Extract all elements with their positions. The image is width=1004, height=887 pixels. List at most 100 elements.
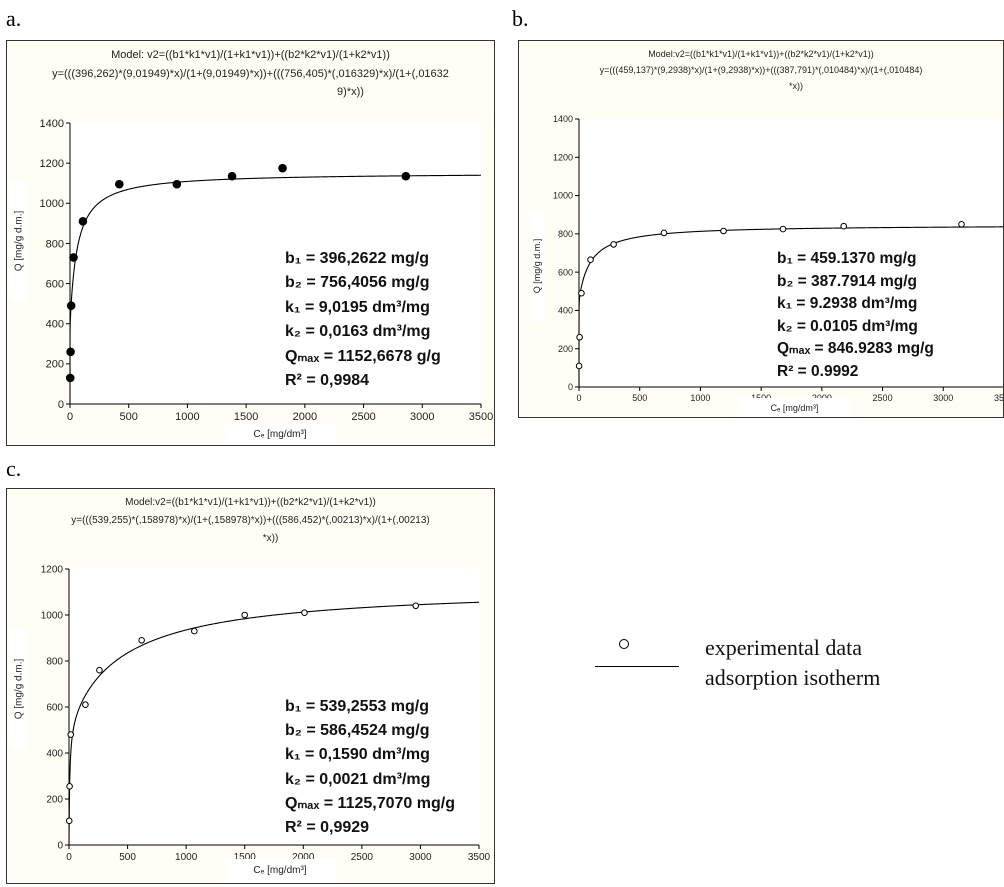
data-point: [66, 301, 76, 310]
model-title: Model: v2=((b1*k1*v1)/(1+k1*v1))+((b2*k2…: [111, 49, 390, 61]
x-tick-label: 2000: [293, 411, 317, 423]
chart-panel-b: Model:v2=((b1*k1*v1)/(1+k1*v1))+((b2*k2*…: [518, 40, 1004, 418]
data-point: [138, 637, 145, 644]
legend-line-icon: [595, 666, 679, 667]
x-tick-label: 500: [119, 852, 136, 863]
y-tick-label: 0: [58, 399, 64, 411]
x-tick-label: 500: [120, 411, 138, 423]
model-equation-cont: *x)): [262, 533, 279, 544]
model-parameters: b₁ = 396,2622 mg/g b₂ = 756,4056 mg/g k₁…: [285, 247, 441, 394]
legend: experimental data adsorption isotherm: [595, 625, 995, 705]
data-point: [227, 171, 237, 181]
y-tick-label: 200: [558, 344, 573, 354]
model-equation-cont: 9)*x)): [337, 86, 364, 98]
y-tick-label: 0: [568, 382, 573, 392]
x-tick-label: 3500: [994, 393, 1004, 403]
model-equation: y=(((539,255)*(,158978)*x)/(1+(,158978)*…: [71, 515, 430, 526]
model-parameters: b₁ = 459.1370 mg/g b₂ = 387.7914 mg/g k₁…: [777, 248, 934, 383]
y-axis-label: Q [mg/g d.m.]: [11, 629, 27, 749]
data-point: [576, 333, 583, 341]
y-tick-label: 200: [46, 795, 63, 806]
param-k2: k₂ = 0.0105 dm³/mg: [777, 317, 918, 335]
legend-marker-icon: [619, 639, 629, 649]
x-axis-label: Cₑ [mg/dm³]: [225, 424, 335, 445]
data-point: [67, 731, 75, 738]
x-tick-label: 2500: [351, 852, 374, 863]
y-tick-label: 800: [558, 229, 573, 239]
x-tick-label: 1000: [175, 852, 198, 863]
x-tick-label: 3500: [468, 852, 491, 863]
x-tick-label: 2000: [292, 852, 315, 863]
x-tick-label: 1500: [234, 852, 257, 863]
y-tick-label: 1200: [41, 565, 64, 576]
model-equation: y=(((459,137)*(9,2938)*x)/(1+(9,2938)*x)…: [599, 65, 923, 75]
param-qmax: Qₘₐₓ = 1125,7070 mg/g: [285, 794, 455, 812]
param-r2: R² = 0.9992: [777, 362, 859, 380]
isotherm-curve: [578, 226, 1003, 387]
chart-panel-a: Model: v2=((b1*k1*v1)/(1+k1*v1))+((b2*k2…: [6, 40, 495, 446]
param-b2: b₂ = 756,4056 mg/g: [285, 274, 430, 292]
param-b1: b₁ = 539,2553 mg/g: [285, 698, 430, 715]
model-equation-cont: *x)): [789, 81, 803, 91]
data-point: [412, 602, 420, 610]
param-b1: b₁ = 459.1370 mg/g: [777, 250, 917, 267]
data-point: [66, 347, 75, 357]
data-point: [96, 666, 103, 674]
y-tick-label: 600: [46, 278, 64, 290]
y-axis-label: Q [mg/g d.m.]: [529, 211, 545, 321]
panel-c-letter: c.: [6, 456, 22, 481]
param-r2: R² = 0,9929: [285, 819, 370, 837]
y-tick-label: 600: [46, 703, 63, 714]
data-point: [610, 241, 617, 248]
data-point: [278, 163, 287, 173]
x-tick-label: 1000: [690, 393, 710, 403]
x-tick-label: 500: [632, 393, 647, 403]
param-r2: R² = 0,9984: [285, 372, 370, 390]
data-point: [191, 627, 198, 635]
param-qmax: Qₘₐₓ = 1152,6678 g/g: [285, 347, 441, 365]
param-k1: k₁ = 9,0195 dm³/mg: [285, 298, 430, 316]
y-tick-label: 1200: [40, 158, 64, 170]
x-axis-label: Cₑ [mg/dm³]: [225, 859, 335, 883]
x-tick-label: 3500: [469, 411, 493, 423]
x-axis-label: Cₑ [mg/dm³]: [737, 398, 852, 417]
param-b1: b₁ = 396,2622 mg/g: [285, 250, 430, 267]
y-tick-label: 1400: [40, 118, 64, 130]
x-tick-label: 3000: [410, 411, 434, 423]
param-b2: b₂ = 586,4524 mg/g: [285, 722, 430, 740]
data-point: [660, 229, 668, 237]
param-qmax: Qₘₐₓ = 846.9283 mg/g: [777, 340, 934, 357]
chart-panel-c: Model:v2=((b1*k1*v1)/(1+k1*v1))+((b2*k2*…: [6, 488, 495, 884]
x-tick-label: 0: [66, 852, 72, 863]
data-point: [115, 179, 124, 189]
data-point: [578, 289, 585, 297]
data-point: [301, 609, 308, 616]
y-tick-label: 1200: [553, 152, 573, 162]
param-b2: b₂ = 387.7914 mg/g: [777, 272, 917, 290]
legend-label-data: experimental data: [705, 635, 862, 660]
x-tick-label: 0: [67, 411, 73, 423]
data-point: [587, 256, 594, 263]
legend-label-isotherm: adsorption isotherm: [705, 665, 881, 690]
data-point: [66, 783, 73, 790]
isotherm-curve: [69, 174, 481, 404]
param-k1: k₁ = 0,1590 dm³/mg: [285, 746, 430, 764]
param-k1: k₁ = 9.2938 dm³/mg: [777, 295, 918, 312]
data-point: [65, 373, 75, 383]
y-tick-label: 400: [46, 319, 64, 331]
y-tick-label: 400: [558, 306, 573, 316]
param-k2: k₂ = 0,0021 dm³/mg: [285, 770, 431, 788]
x-tick-label: 0: [576, 393, 581, 403]
y-tick-label: 600: [558, 267, 573, 277]
data-point: [958, 220, 965, 228]
x-tick-label: 3000: [409, 852, 432, 863]
model-equation: y=(((396,262)*(9,01949)*x)/(1+(9,01949)*…: [52, 68, 449, 80]
x-tick-label: 1500: [234, 411, 258, 423]
y-tick-label: 800: [46, 657, 63, 668]
y-tick-label: 1000: [40, 198, 64, 210]
data-point: [69, 253, 78, 262]
panel-a-letter: a.: [6, 6, 22, 31]
data-point: [720, 227, 727, 235]
y-tick-label: 1000: [553, 191, 573, 201]
model-title: Model:v2=((b1*k1*v1)/(1+k1*v1))+((b2*k2*…: [648, 49, 874, 59]
